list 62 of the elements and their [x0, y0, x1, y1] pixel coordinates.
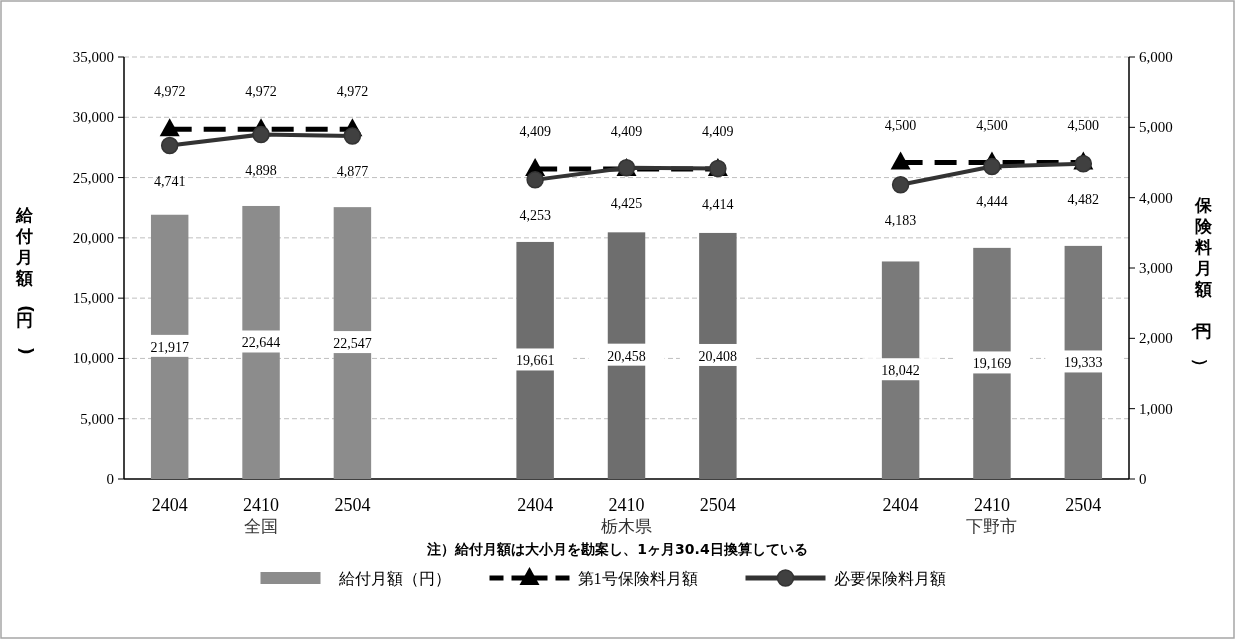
- y2-tick-label: 0: [1139, 471, 1147, 487]
- x-tick-label: 2504: [1065, 495, 1102, 515]
- data-label: 21,917: [150, 339, 189, 355]
- data-label: 22,547: [333, 336, 372, 352]
- data-label: 4,409: [702, 123, 734, 139]
- x-tick-label: 2410: [608, 495, 645, 515]
- y2-tick-label: 1,000: [1139, 400, 1173, 417]
- data-label: 19,333: [1064, 355, 1103, 371]
- text: 注）給付月額は大小月を勘案し、1ヶ月30.4日換算している: [426, 541, 808, 557]
- y-tick-label: 20,000: [72, 229, 114, 246]
- data-label: 4,972: [153, 84, 186, 100]
- bar: [333, 207, 372, 479]
- data-label: 4,500: [884, 117, 917, 133]
- data-label: 4,500: [1067, 117, 1100, 133]
- text: 全国: [244, 516, 279, 536]
- y-tick-label: 0: [106, 471, 114, 487]
- data-label: 4,253: [519, 207, 551, 223]
- data-label: 4,898: [245, 162, 277, 178]
- y-axis-title: 給付月額(円): [14, 205, 37, 355]
- y-tick-label: 5,000: [80, 410, 114, 427]
- data-label: 18,042: [881, 363, 920, 379]
- legend-label: 第1号保険料月額: [577, 570, 698, 587]
- data-label: 4,741: [153, 173, 186, 189]
- data-label: 4,425: [610, 195, 643, 211]
- text: 下野市: [966, 516, 1018, 536]
- data-label: 4,409: [610, 123, 643, 139]
- y2-tick-label: 6,000: [1139, 49, 1173, 65]
- x-tick-label: 2404: [151, 495, 188, 515]
- data-label: 4,972: [245, 84, 277, 100]
- y-tick-label: 10,000: [72, 350, 114, 367]
- data-label: 4,877: [336, 163, 369, 179]
- y-tick-label: 30,000: [72, 109, 114, 126]
- data-label: 20,408: [698, 348, 738, 364]
- x-tick-label: 2504: [699, 495, 736, 515]
- x-tick-label: 2404: [517, 495, 554, 515]
- data-label: 22,644: [241, 335, 281, 351]
- data-label: 19,169: [972, 356, 1012, 372]
- y-tick-label: 25,000: [72, 169, 114, 186]
- data-label: 19,661: [515, 353, 555, 369]
- data-label: 4,500: [976, 117, 1008, 133]
- text: 栃木県: [601, 516, 652, 536]
- x-tick-label: 2410: [973, 495, 1010, 515]
- y2-tick-label: 2,000: [1139, 330, 1173, 347]
- x-tick-label: 2410: [243, 495, 280, 515]
- data-label: 4,482: [1067, 191, 1100, 207]
- legend-label: 必要保険料月額: [833, 570, 946, 587]
- data-label: 4,414: [702, 196, 734, 212]
- data-label: 4,444: [976, 194, 1008, 210]
- data-label: 4,972: [336, 84, 369, 100]
- data-label: 4,183: [884, 212, 917, 228]
- y2-tick-label: 5,000: [1139, 119, 1173, 136]
- y-tick-label: 35,000: [72, 49, 114, 65]
- legend-label: 給付月額（円）: [337, 570, 451, 587]
- y2-tick-label: 4,000: [1139, 189, 1173, 206]
- data-label: 4,409: [519, 123, 551, 139]
- x-tick-label: 2404: [882, 495, 919, 515]
- bar: [242, 205, 280, 479]
- y-tick-label: 15,000: [72, 290, 114, 307]
- y2-tick-label: 3,000: [1139, 260, 1173, 276]
- data-label: 20,458: [607, 348, 646, 364]
- x-tick-label: 2504: [334, 495, 371, 515]
- bar: [150, 214, 189, 479]
